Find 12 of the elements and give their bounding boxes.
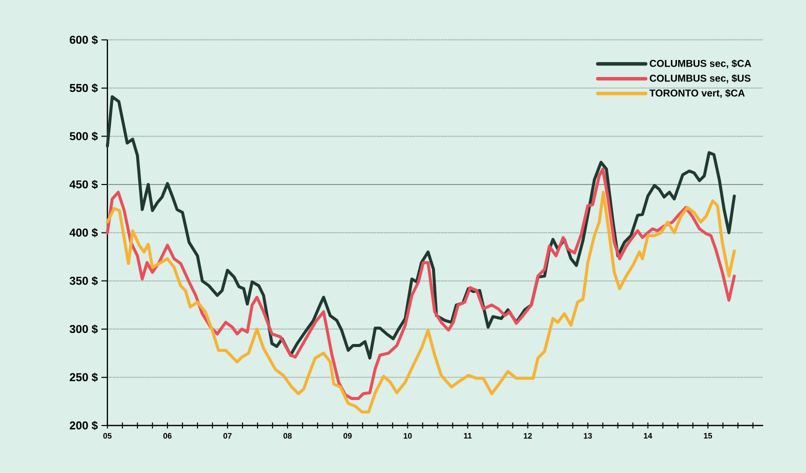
y-tick-label: 400 $ — [70, 228, 98, 238]
y-tick-label: 300 $ — [70, 324, 98, 334]
y-tick-label: 450 $ — [70, 180, 98, 189]
y-tick-label: 350 $ — [70, 276, 98, 286]
legend-label: COLUMBUS sec, $US — [650, 74, 750, 84]
y-tick-label: 250 $ — [70, 372, 98, 382]
y-tick-label: 200 $ — [70, 420, 98, 430]
y-tick-label: 500 $ — [70, 131, 98, 141]
y-tick-label: 550 $ — [70, 83, 98, 93]
legend-label: TORONTO vert, $CA — [649, 88, 745, 98]
legend-label: COLUMBUS sec, $CA — [650, 59, 752, 68]
y-tick-label: 600 $ — [70, 35, 98, 44]
